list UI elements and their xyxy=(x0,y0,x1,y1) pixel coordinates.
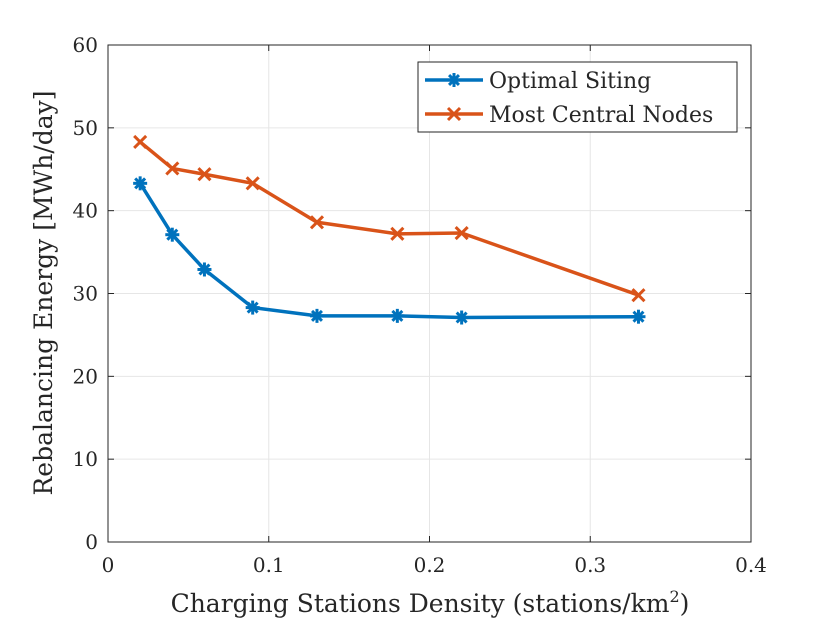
x-tick-label: 0.3 xyxy=(574,553,606,577)
x-tick-label: 0 xyxy=(102,553,115,577)
data-point xyxy=(454,310,469,325)
y-tick-label: 10 xyxy=(73,447,98,471)
y-tick-label: 20 xyxy=(73,364,98,388)
data-point xyxy=(245,300,260,315)
legend-entry: Most Central Nodes xyxy=(425,103,713,128)
y-tick-label: 60 xyxy=(73,33,98,57)
data-point xyxy=(197,262,212,277)
y-tick-label: 0 xyxy=(85,530,98,554)
legend-marker xyxy=(447,73,461,87)
data-point xyxy=(133,176,148,191)
tick-labels: 0 0.1 0.2 0.3 0.4 0 10 20 30 40 50 60 xyxy=(73,33,767,577)
series-optimal-siting xyxy=(133,176,646,325)
legend-marker xyxy=(446,106,462,122)
series-most-central-nodes xyxy=(133,134,646,303)
y-axis-label: Rebalancing Energy [MWh/day] xyxy=(29,90,58,495)
legend-entry: Optimal Siting xyxy=(425,69,651,94)
y-tick-label: 40 xyxy=(73,199,98,223)
data-point xyxy=(197,167,212,182)
series-layer xyxy=(133,134,646,325)
data-point xyxy=(631,309,646,324)
data-point xyxy=(245,176,260,191)
legend-label: Most Central Nodes xyxy=(489,103,713,128)
x-tick-label: 0.2 xyxy=(414,553,446,577)
data-point xyxy=(309,215,325,230)
data-point xyxy=(631,288,646,303)
series-line xyxy=(138,182,639,320)
data-point xyxy=(454,225,469,241)
data-point xyxy=(165,227,180,242)
x-tick-label: 0.1 xyxy=(253,553,285,577)
data-point xyxy=(165,161,180,176)
series-line xyxy=(139,140,640,297)
legend-label: Optimal Siting xyxy=(489,69,651,94)
x-tick-label: 0.4 xyxy=(735,553,767,577)
axes xyxy=(107,44,752,543)
legend: Optimal Siting Most Central Nodes xyxy=(417,61,738,133)
legend-box xyxy=(417,61,738,133)
data-point xyxy=(390,226,405,241)
y-tick-label: 30 xyxy=(73,282,98,306)
data-point xyxy=(390,308,405,323)
data-point xyxy=(309,308,324,323)
x-axis-label: Charging Stations Density (stations/km2) xyxy=(171,587,690,618)
y-tick-label: 50 xyxy=(73,116,98,140)
data-point xyxy=(133,134,148,149)
